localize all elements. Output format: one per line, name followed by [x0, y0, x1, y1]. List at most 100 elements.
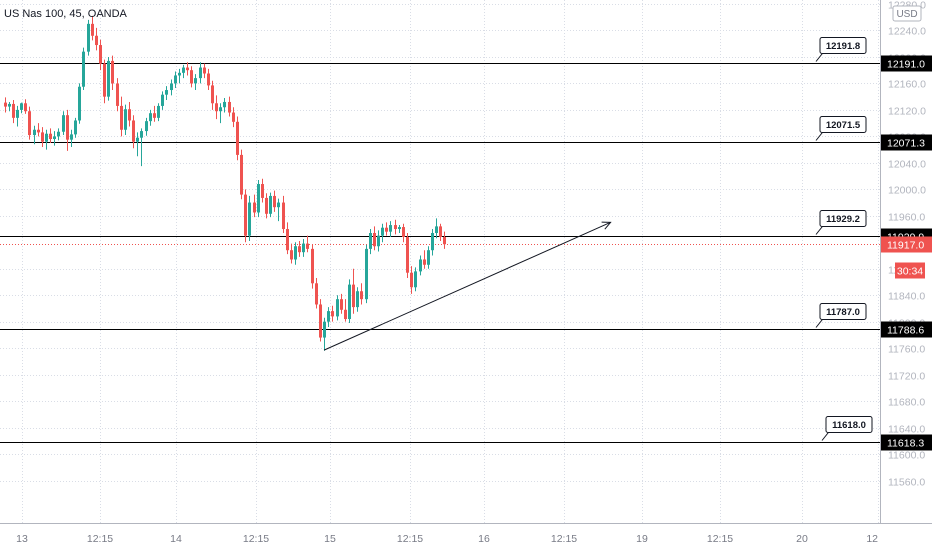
candle-down [41, 132, 44, 142]
candle-down [253, 202, 256, 213]
level-axis-tag [881, 134, 932, 151]
callout-label: 12191.8 [826, 41, 860, 52]
callout-box [825, 416, 873, 433]
candle-up [431, 232, 434, 251]
candle-up [194, 78, 197, 84]
candle-down [236, 121, 239, 155]
candle-down [311, 248, 314, 284]
countdown-label: 30:34 [897, 266, 923, 278]
candle-down [211, 85, 214, 104]
candle-up [45, 133, 48, 142]
candle-down [273, 195, 276, 208]
candle-up [427, 250, 430, 265]
candle-down [49, 133, 52, 140]
candle-down [91, 23, 94, 36]
price-callout[interactable]: 12191.8 [815, 37, 867, 62]
price-callout[interactable]: 11787.0 [815, 303, 867, 328]
candle-down [128, 109, 131, 121]
callout-box [819, 303, 867, 320]
horizontal-levels[interactable] [0, 63, 880, 443]
price-tick-label: 12000.0 [888, 185, 926, 197]
level-axis-label: 11788.6 [887, 325, 924, 337]
price-tick-label: 12120.0 [888, 106, 926, 118]
candle-down [232, 112, 235, 122]
candles [4, 15, 446, 351]
price-tick-label: 12240.0 [888, 26, 926, 38]
time-tick-label: 13 [16, 533, 28, 545]
symbol-legend[interactable]: US Nas 100, 45, OANDA [4, 8, 128, 20]
price-tick-label: 11560.0 [888, 477, 925, 489]
callout-box [819, 116, 867, 133]
price-tick-label: 11960.0 [888, 212, 925, 224]
candle-down [306, 243, 309, 249]
candle-down [228, 101, 231, 113]
candle-up [149, 113, 152, 122]
callout-label: 11929.2 [826, 214, 860, 225]
price-callout[interactable]: 12071.5 [815, 116, 867, 141]
callout-label: 11618.0 [832, 420, 866, 431]
candle-up [157, 105, 160, 118]
price-callout[interactable]: 11618.0 [821, 416, 873, 441]
candle-down [116, 83, 119, 106]
time-tick-label: 15 [324, 533, 336, 545]
candle-down [37, 129, 40, 133]
candle-up [294, 246, 297, 260]
callout-box [819, 210, 867, 227]
candle-down [402, 227, 405, 237]
candle-down [153, 113, 156, 118]
trendline-arrowhead [601, 221, 612, 230]
time-tick-label: 12:15 [243, 533, 269, 545]
level-axis-tag [881, 434, 932, 451]
price-axis[interactable]: 12280.012240.012200.012160.012120.012080… [881, 0, 932, 489]
price-tick-label: 11760.0 [888, 344, 925, 356]
candle-up [199, 67, 202, 79]
level-axis-tag [881, 55, 932, 72]
candle-up [74, 120, 77, 135]
candle-up [377, 235, 380, 247]
candle-up [82, 51, 85, 87]
candle-down [319, 304, 322, 338]
price-tick-label: 11600.0 [888, 450, 925, 462]
level-axis-label: 12191.0 [887, 59, 925, 71]
time-tick-label: 14 [170, 533, 182, 545]
candle-down [240, 154, 243, 195]
candle-down [298, 246, 301, 253]
candle-down [132, 120, 135, 142]
trendline-drawing[interactable] [323, 221, 612, 351]
candle-up [414, 271, 417, 288]
time-tick-label: 12 [866, 533, 878, 545]
callout-box [819, 37, 867, 54]
last-price-tag [881, 236, 932, 253]
candle-up [33, 129, 36, 136]
candle-up [178, 72, 181, 76]
time-tick-label: 12:15 [707, 533, 733, 545]
price-tick-label: 12160.0 [888, 79, 926, 91]
candle-up [327, 311, 330, 322]
time-axis[interactable]: 13 12:15 14 12:15 15 12:15 16 12:15 19 12:15 20 12 [16, 533, 878, 545]
level-callouts[interactable]: 12191.8 12071.5 11929.2 11787.0 11618.0 [815, 37, 873, 441]
candle-up [8, 103, 11, 107]
candle-down [265, 197, 268, 214]
candle-down [282, 202, 285, 230]
candle-down [244, 194, 247, 236]
time-tick-label: 19 [636, 533, 648, 545]
candle-up [145, 121, 148, 132]
candle-up [182, 67, 185, 73]
candle-up [62, 115, 65, 132]
price-callout[interactable]: 11929.2 [815, 210, 867, 235]
candle-down [103, 63, 106, 97]
candle-down [261, 184, 264, 198]
candle-up [369, 232, 372, 249]
candle-up [70, 134, 73, 140]
currency-badge[interactable]: USD [892, 5, 922, 22]
time-tick-label: 12:15 [87, 533, 113, 545]
candle-down [186, 67, 189, 71]
candle-up [53, 136, 56, 140]
candle-up [435, 226, 438, 233]
candle-down [12, 103, 15, 118]
candle-down [331, 311, 334, 317]
candle-up [389, 225, 392, 232]
